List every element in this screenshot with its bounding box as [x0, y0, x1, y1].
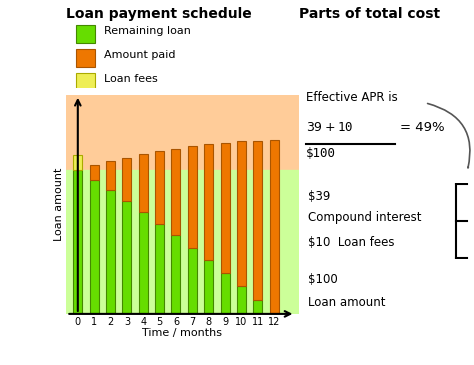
Text: $100: $100 — [306, 147, 336, 160]
Bar — [90, 165, 99, 180]
Bar — [90, 180, 99, 314]
Text: Compound interest: Compound interest — [308, 211, 421, 224]
Bar — [172, 149, 181, 235]
FancyBboxPatch shape — [76, 25, 95, 43]
Bar — [220, 273, 229, 314]
Bar — [122, 158, 131, 201]
Bar — [220, 143, 229, 273]
Text: Parts of total cost: Parts of total cost — [299, 7, 440, 21]
Bar — [237, 286, 246, 314]
Bar — [253, 141, 262, 300]
Text: = 49%: = 49% — [401, 121, 445, 134]
Bar — [66, 95, 299, 170]
Bar — [172, 235, 181, 314]
Text: Amount paid: Amount paid — [104, 50, 176, 59]
Bar — [204, 144, 213, 260]
FancyArrowPatch shape — [428, 104, 470, 168]
Bar — [139, 154, 148, 212]
Bar — [270, 140, 279, 314]
Text: Effective APR is: Effective APR is — [306, 91, 397, 104]
X-axis label: Time / months: Time / months — [143, 328, 222, 338]
FancyBboxPatch shape — [76, 49, 95, 67]
Bar — [237, 142, 246, 286]
Bar — [106, 161, 115, 191]
Bar — [73, 170, 82, 314]
Bar — [155, 224, 164, 314]
Bar — [155, 151, 164, 224]
Text: Loan fees: Loan fees — [104, 74, 158, 84]
Bar — [139, 212, 148, 314]
Bar — [253, 300, 262, 314]
Bar — [73, 155, 82, 170]
Bar — [188, 247, 197, 314]
Text: $39 + $10: $39 + $10 — [306, 121, 353, 134]
Text: $39: $39 — [308, 190, 330, 203]
Y-axis label: Loan amount: Loan amount — [54, 168, 64, 241]
Text: $10  Loan fees: $10 Loan fees — [308, 236, 394, 249]
Text: Remaining loan: Remaining loan — [104, 26, 191, 35]
Bar — [66, 170, 299, 314]
Bar — [106, 191, 115, 314]
Bar — [188, 146, 197, 247]
Text: Loan payment schedule: Loan payment schedule — [66, 7, 252, 21]
Text: Loan amount: Loan amount — [308, 296, 385, 309]
Text: $100: $100 — [308, 273, 337, 286]
FancyBboxPatch shape — [76, 73, 95, 91]
Bar — [122, 201, 131, 314]
Bar — [204, 260, 213, 314]
